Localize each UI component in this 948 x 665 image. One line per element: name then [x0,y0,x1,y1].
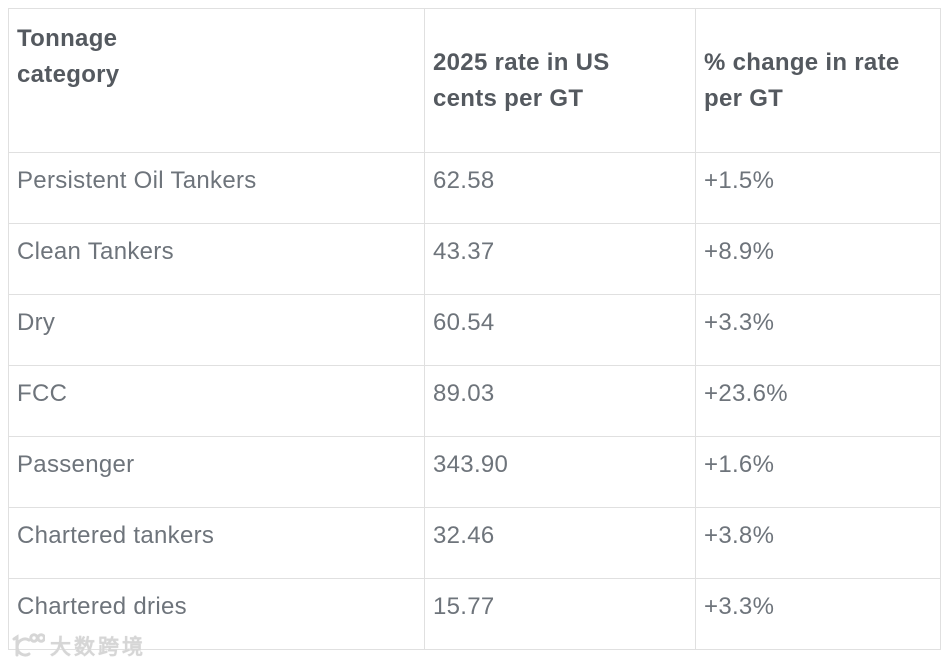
table-header-row: Tonnage category 2025 rate in US cents p… [8,8,941,153]
cell-change: +8.9% [695,223,941,295]
header-pct-change: % change in rate per GT [695,8,941,153]
cell-rate: 343.90 [424,436,696,508]
cell-category: FCC [8,365,425,437]
cell-category: Chartered tankers [8,507,425,579]
tonnage-rates-table: Tonnage category 2025 rate in US cents p… [8,8,941,650]
cell-category: Clean Tankers [8,223,425,295]
table-row: Persistent Oil Tankers 62.58 +1.5% [8,152,941,224]
table-row: Chartered dries 15.77 +3.3% [8,578,941,650]
cell-rate: 43.37 [424,223,696,295]
table-row: Clean Tankers 43.37 +8.9% [8,223,941,295]
cell-rate: 60.54 [424,294,696,366]
cell-category: Passenger [8,436,425,508]
cell-change: +3.3% [695,294,941,366]
table-row: Dry 60.54 +3.3% [8,294,941,366]
cell-change: +3.8% [695,507,941,579]
cell-rate: 89.03 [424,365,696,437]
cell-category: Persistent Oil Tankers [8,152,425,224]
table-row: FCC 89.03 +23.6% [8,365,941,437]
table-row: Chartered tankers 32.46 +3.8% [8,507,941,579]
cell-category: Dry [8,294,425,366]
table-row: Passenger 343.90 +1.6% [8,436,941,508]
cell-change: +1.6% [695,436,941,508]
cell-rate: 15.77 [424,578,696,650]
cell-change: +1.5% [695,152,941,224]
cell-rate: 32.46 [424,507,696,579]
header-tonnage-category: Tonnage category [8,8,425,153]
cell-change: +3.3% [695,578,941,650]
header-2025-rate: 2025 rate in US cents per GT [424,8,696,153]
cell-category: Chartered dries [8,578,425,650]
cell-rate: 62.58 [424,152,696,224]
cell-change: +23.6% [695,365,941,437]
